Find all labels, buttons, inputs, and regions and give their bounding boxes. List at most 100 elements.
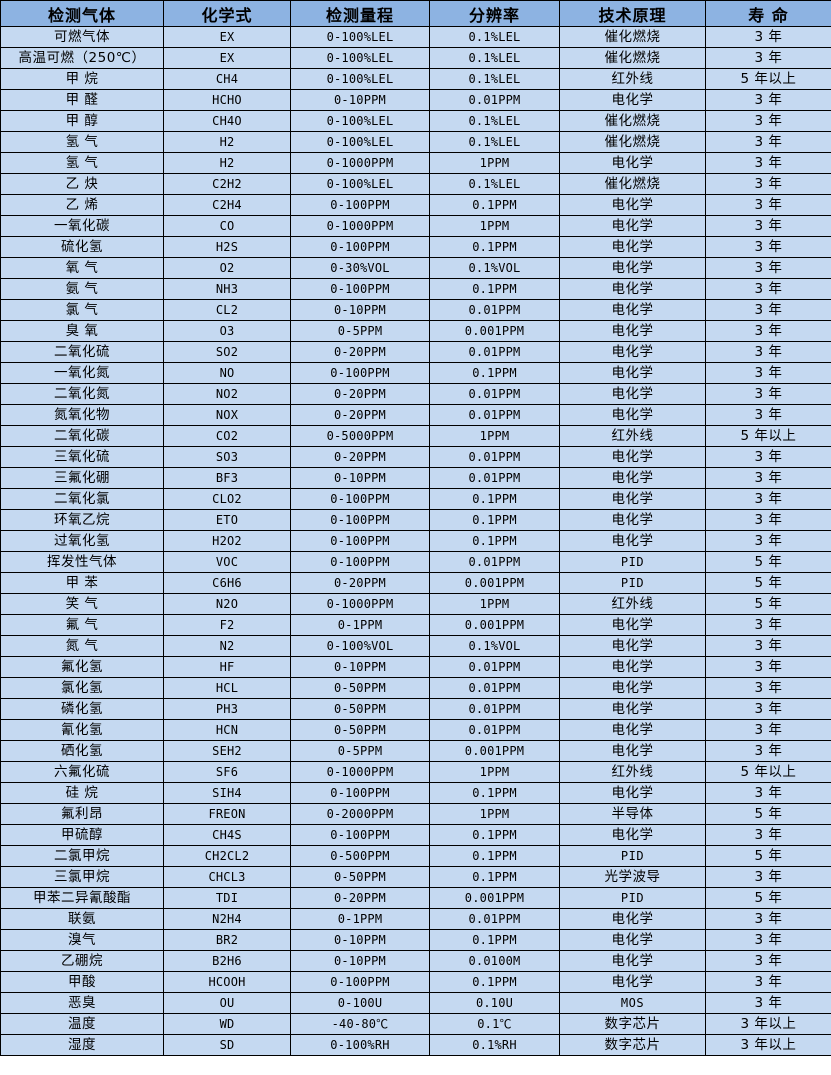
- cell-range: 0-50PPM: [290, 677, 430, 699]
- cell-range: 0-1000PPM: [290, 593, 430, 615]
- cell-formula: HCHO: [163, 89, 291, 111]
- cell-resolution: 0.01PPM: [429, 446, 560, 468]
- cell-gas: 甲酸: [0, 971, 164, 993]
- cell-tech: 电化学: [559, 929, 706, 951]
- table-row: 二氧化碳 CO2 0-5000PPM 1PPM 红外线 5 年以上: [0, 425, 831, 447]
- cell-formula: N2: [163, 635, 291, 657]
- cell-resolution: 0.01PPM: [429, 677, 560, 699]
- cell-gas: 氮氧化物: [0, 404, 164, 426]
- cell-formula: H2: [163, 152, 291, 174]
- cell-resolution: 0.10U: [429, 992, 560, 1014]
- cell-life: 3 年: [705, 677, 831, 699]
- cell-gas: 氯 气: [0, 299, 164, 321]
- cell-tech: 电化学: [559, 467, 706, 489]
- cell-gas: 氧 气: [0, 257, 164, 279]
- cell-formula: NOX: [163, 404, 291, 426]
- cell-formula: PH3: [163, 698, 291, 720]
- cell-formula: C2H2: [163, 173, 291, 195]
- cell-gas: 氢 气: [0, 152, 164, 174]
- cell-range: 0-100%LEL: [290, 47, 430, 69]
- cell-range: 0-500PPM: [290, 845, 430, 867]
- cell-resolution: 0.01PPM: [429, 404, 560, 426]
- cell-formula: ETO: [163, 509, 291, 531]
- cell-formula: C2H4: [163, 194, 291, 216]
- cell-tech: 半导体: [559, 803, 706, 825]
- table-row: 氟 气 F2 0-1PPM 0.001PPM 电化学 3 年: [0, 614, 831, 636]
- cell-tech: 电化学: [559, 971, 706, 993]
- cell-range: 0-1PPM: [290, 614, 430, 636]
- table-row: 氢 气 H2 0-1000PPM 1PPM 电化学 3 年: [0, 152, 831, 174]
- cell-tech: 红外线: [559, 593, 706, 615]
- cell-life: 3 年: [705, 740, 831, 762]
- cell-tech: 电化学: [559, 698, 706, 720]
- cell-resolution: 0.01PPM: [429, 698, 560, 720]
- cell-range: 0-1PPM: [290, 908, 430, 930]
- cell-resolution: 0.1%LEL: [429, 68, 560, 90]
- cell-resolution: 0.001PPM: [429, 887, 560, 909]
- cell-gas: 臭 氧: [0, 320, 164, 342]
- cell-gas: 磷化氢: [0, 698, 164, 720]
- cell-formula: HCOOH: [163, 971, 291, 993]
- cell-life: 3 年: [705, 446, 831, 468]
- table-row: 乙 烯 C2H4 0-100PPM 0.1PPM 电化学 3 年: [0, 194, 831, 216]
- column-header-life: 寿 命: [705, 0, 831, 27]
- cell-life: 3 年: [705, 467, 831, 489]
- cell-resolution: 0.01PPM: [429, 656, 560, 678]
- cell-gas: 甲 醇: [0, 110, 164, 132]
- cell-life: 3 年: [705, 47, 831, 69]
- cell-formula: HCL: [163, 677, 291, 699]
- cell-resolution: 0.1PPM: [429, 278, 560, 300]
- cell-range: 0-100%LEL: [290, 26, 430, 48]
- cell-formula: H2: [163, 131, 291, 153]
- cell-gas: 甲 苯: [0, 572, 164, 594]
- cell-gas: 甲硫醇: [0, 824, 164, 846]
- cell-life: 5 年: [705, 803, 831, 825]
- cell-resolution: 0.1PPM: [429, 194, 560, 216]
- cell-range: 0-20PPM: [290, 446, 430, 468]
- cell-formula: CH2CL2: [163, 845, 291, 867]
- table-row: 磷化氢 PH3 0-50PPM 0.01PPM 电化学 3 年: [0, 698, 831, 720]
- cell-life: 3 年: [705, 215, 831, 237]
- cell-formula: CH4S: [163, 824, 291, 846]
- cell-formula: CO: [163, 215, 291, 237]
- cell-tech: 催化燃烧: [559, 47, 706, 69]
- table-row: 氧 气 O2 0-30%VOL 0.1%VOL 电化学 3 年: [0, 257, 831, 279]
- cell-life: 3 年: [705, 278, 831, 300]
- cell-range: 0-50PPM: [290, 698, 430, 720]
- table-row: 湿度 SD 0-100%RH 0.1%RH 数字芯片 3 年以上: [0, 1034, 831, 1056]
- table-row: 氮 气 N2 0-100%VOL 0.1%VOL 电化学 3 年: [0, 635, 831, 657]
- cell-range: 0-10PPM: [290, 89, 430, 111]
- table-row: 氨 气 NH3 0-100PPM 0.1PPM 电化学 3 年: [0, 278, 831, 300]
- cell-life: 3 年: [705, 110, 831, 132]
- cell-range: 0-100%VOL: [290, 635, 430, 657]
- cell-range: 0-20PPM: [290, 383, 430, 405]
- cell-gas: 三氟化硼: [0, 467, 164, 489]
- cell-range: 0-100%LEL: [290, 110, 430, 132]
- cell-gas: 氰化氢: [0, 719, 164, 741]
- cell-tech: MOS: [559, 992, 706, 1014]
- cell-range: 0-100U: [290, 992, 430, 1014]
- cell-tech: 红外线: [559, 425, 706, 447]
- cell-tech: 电化学: [559, 824, 706, 846]
- cell-tech: 红外线: [559, 761, 706, 783]
- table-row: 六氟化硫 SF6 0-1000PPM 1PPM 红外线 5 年以上: [0, 761, 831, 783]
- cell-tech: 电化学: [559, 677, 706, 699]
- cell-tech: 电化学: [559, 89, 706, 111]
- cell-gas: 溴气: [0, 929, 164, 951]
- cell-resolution: 0.01PPM: [429, 341, 560, 363]
- cell-resolution: 0.1%LEL: [429, 26, 560, 48]
- cell-resolution: 0.001PPM: [429, 740, 560, 762]
- table-row: 硅 烷 SIH4 0-100PPM 0.1PPM 电化学 3 年: [0, 782, 831, 804]
- table-row: 挥发性气体 VOC 0-100PPM 0.01PPM PID 5 年: [0, 551, 831, 573]
- cell-resolution: 0.1%VOL: [429, 257, 560, 279]
- cell-range: -40-80℃: [290, 1013, 430, 1035]
- cell-life: 3 年: [705, 614, 831, 636]
- cell-life: 3 年: [705, 698, 831, 720]
- table-row: 环氧乙烷 ETO 0-100PPM 0.1PPM 电化学 3 年: [0, 509, 831, 531]
- cell-resolution: 0.1%LEL: [429, 110, 560, 132]
- column-header-resolution: 分辨率: [429, 0, 560, 27]
- cell-resolution: 0.1PPM: [429, 362, 560, 384]
- cell-life: 3 年: [705, 236, 831, 258]
- cell-life: 3 年: [705, 992, 831, 1014]
